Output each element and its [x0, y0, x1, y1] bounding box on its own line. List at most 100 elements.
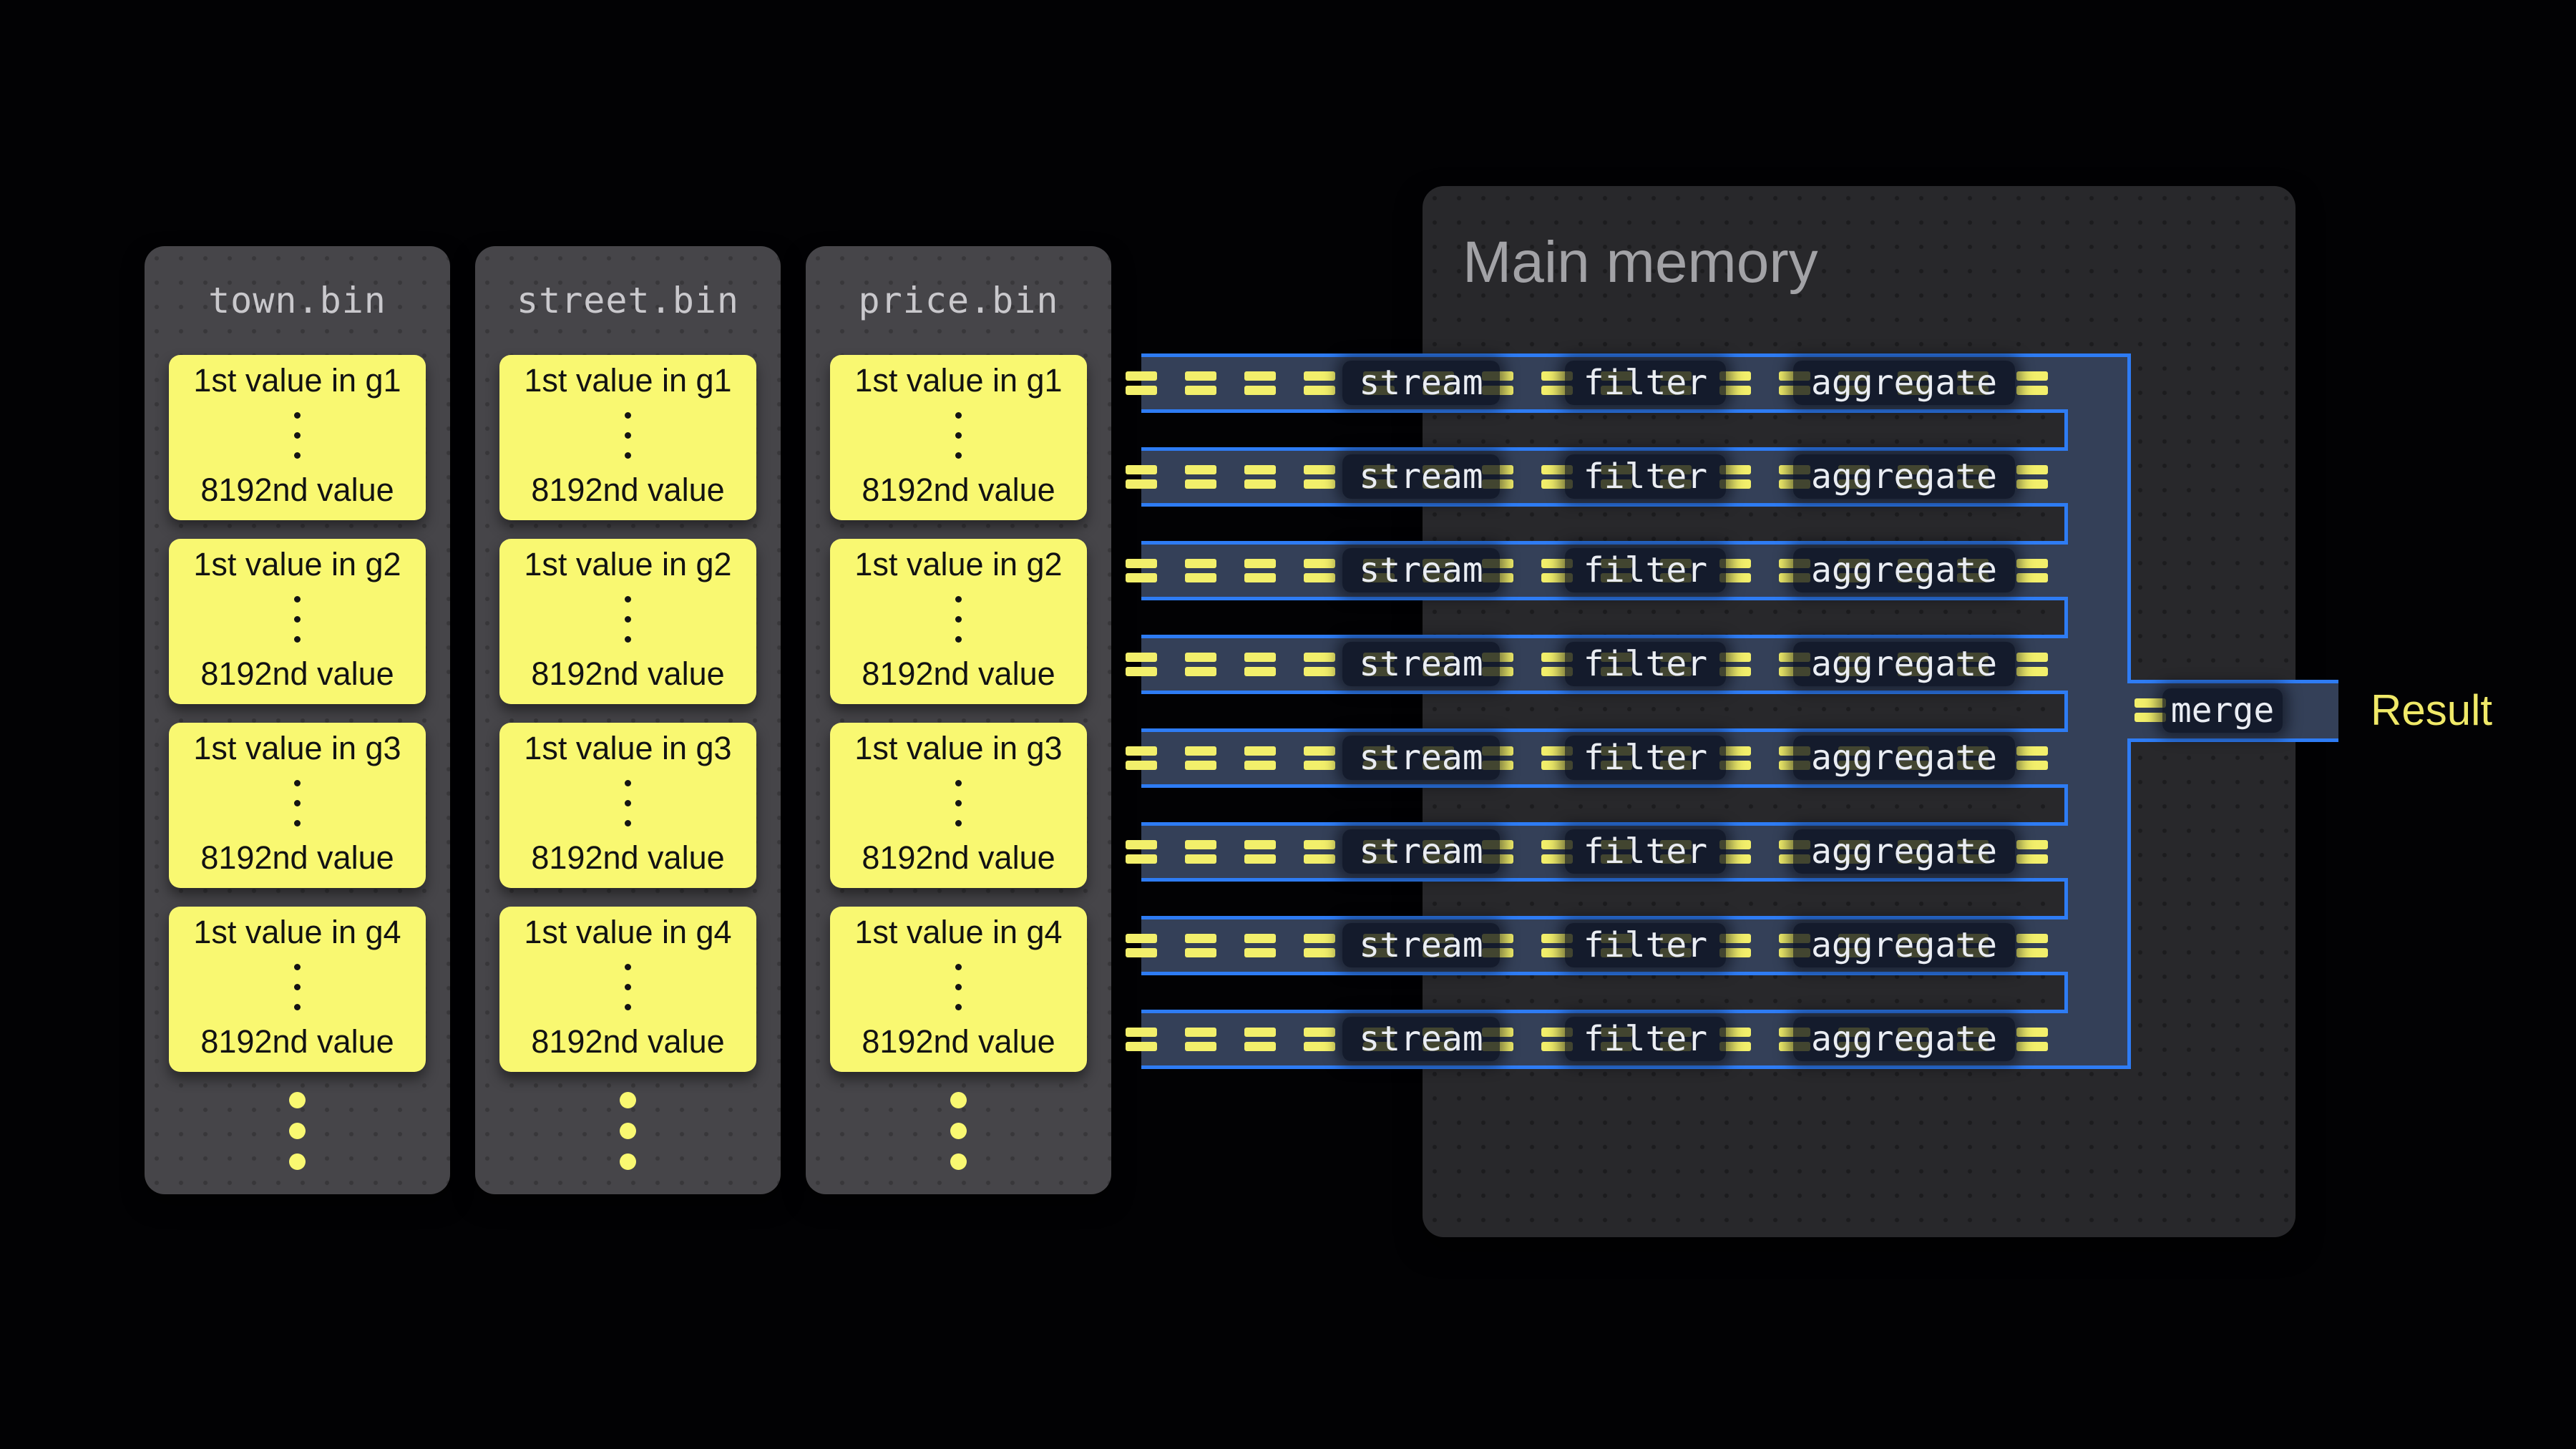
vertical-ellipsis [294, 964, 301, 1010]
first-value-label: 1st value in g2 [854, 546, 1063, 582]
ellipsis-dot [955, 412, 962, 419]
more-groups-ellipsis [145, 1092, 450, 1170]
more-groups-dot [620, 1123, 636, 1139]
dash-bar [2016, 746, 2048, 756]
value-block-g3: 1st value in g3 8192nd value [169, 723, 426, 888]
dash-bar [1126, 854, 1157, 864]
value-block-g2: 1st value in g2 8192nd value [169, 539, 426, 704]
data-flow-dash [1126, 371, 1157, 395]
ellipsis-dot [294, 616, 301, 623]
value-blocks-group: 1st value in g1 8192nd value 1st value in … [169, 355, 426, 1091]
dash-bar [1126, 386, 1157, 395]
last-value-label: 8192nd value [531, 1023, 725, 1060]
ellipsis-dot [294, 452, 301, 459]
dash-bar [1244, 667, 1276, 676]
collector-spine [2068, 353, 2131, 1069]
dash-bar [1185, 1028, 1216, 1037]
file-name-label: street.bin [516, 280, 740, 321]
ellipsis-dot [294, 964, 301, 970]
spine-right-border-upper [2127, 353, 2131, 680]
dash-bar [1719, 667, 1751, 676]
file-panel-price.bin: price.bin 1st value in g1 8192nd value 1st … [806, 246, 1111, 1194]
dash-bar [1126, 465, 1157, 474]
dash-bar [1719, 761, 1751, 770]
filter-operator-box: filter [1565, 548, 1726, 592]
data-flow-dash [1719, 1028, 1751, 1051]
data-flow-dash [1304, 1028, 1335, 1051]
data-flow-dash [1185, 653, 1216, 676]
data-flow-dash [2016, 934, 2048, 957]
dash-bar [1719, 479, 1751, 489]
data-flow-dash [1304, 840, 1335, 864]
ellipsis-dot [955, 964, 962, 970]
dash-bar [1126, 667, 1157, 676]
value-block-g1: 1st value in g1 8192nd value [169, 355, 426, 520]
dash-bar [1126, 371, 1157, 381]
data-flow-dash [1244, 934, 1276, 957]
ellipsis-dot [955, 984, 962, 990]
dash-bar [1244, 371, 1276, 381]
dash-bar [1185, 653, 1216, 662]
dash-bar [1126, 573, 1157, 582]
data-flow-dash [1126, 840, 1157, 864]
more-groups-ellipsis [475, 1092, 781, 1170]
last-value-label: 8192nd value [200, 472, 394, 508]
file-panel-street.bin: street.bin 1st value in g1 8192nd value 1st… [475, 246, 781, 1194]
data-flow-dash [2135, 698, 2166, 722]
dash-bar [1719, 854, 1751, 864]
value-block-g2: 1st value in g2 8192nd value [830, 539, 1087, 704]
stream-operator-box: stream [1342, 642, 1500, 686]
dash-bar [1304, 479, 1335, 489]
first-value-label: 1st value in g2 [193, 546, 401, 582]
dash-bar [1719, 371, 1751, 381]
dash-bar [2016, 840, 2048, 849]
dash-bar [1185, 371, 1216, 381]
last-value-label: 8192nd value [862, 655, 1055, 692]
dash-bar [2016, 479, 2048, 489]
vertical-ellipsis [955, 412, 962, 459]
data-flow-dash [1304, 746, 1335, 770]
dash-bar [2135, 713, 2166, 722]
filter-operator-box: filter [1565, 1017, 1726, 1061]
data-flow-dash [2016, 746, 2048, 770]
ellipsis-dot [955, 616, 962, 623]
dash-bar [1244, 840, 1276, 849]
stream-operator-box: stream [1342, 1017, 1500, 1061]
value-block-g2: 1st value in g2 8192nd value [499, 539, 756, 704]
dash-bar [2016, 761, 2048, 770]
dash-bar [1304, 854, 1335, 864]
vertical-ellipsis [955, 780, 962, 826]
value-block-g4: 1st value in g4 8192nd value [830, 907, 1087, 1072]
data-flow-dash [2016, 371, 2048, 395]
stream-operator-box: stream [1342, 361, 1500, 405]
data-flow-dash [1304, 653, 1335, 676]
notch-right-border [2064, 409, 2068, 451]
ellipsis-dot [294, 984, 301, 990]
data-flow-dash [1126, 465, 1157, 489]
stream-operator-box: stream [1342, 548, 1500, 592]
first-value-label: 1st value in g1 [193, 362, 401, 399]
ellipsis-dot [625, 800, 631, 806]
value-blocks-group: 1st value in g1 8192nd value 1st value in … [499, 355, 756, 1091]
first-value-label: 1st value in g2 [524, 546, 732, 582]
dash-bar [1304, 573, 1335, 582]
filter-operator-box: filter [1565, 361, 1726, 405]
dash-bar [2016, 465, 2048, 474]
vertical-ellipsis [625, 596, 631, 643]
ellipsis-dot [955, 800, 962, 806]
dash-bar [1244, 854, 1276, 864]
dash-bar [1126, 934, 1157, 943]
dash-bar [1244, 573, 1276, 582]
data-flow-dash [2016, 1028, 2048, 1051]
last-value-label: 8192nd value [531, 472, 725, 508]
vertical-ellipsis [294, 780, 301, 826]
ellipsis-dot [955, 432, 962, 439]
data-flow-dash [1244, 465, 1276, 489]
dash-bar [1304, 934, 1335, 943]
filter-operator-box: filter [1565, 736, 1726, 780]
aggregate-operator-box: aggregate [1793, 361, 2015, 405]
filter-operator-box: filter [1565, 642, 1726, 686]
more-groups-dot [950, 1123, 967, 1139]
ellipsis-dot [625, 412, 631, 419]
